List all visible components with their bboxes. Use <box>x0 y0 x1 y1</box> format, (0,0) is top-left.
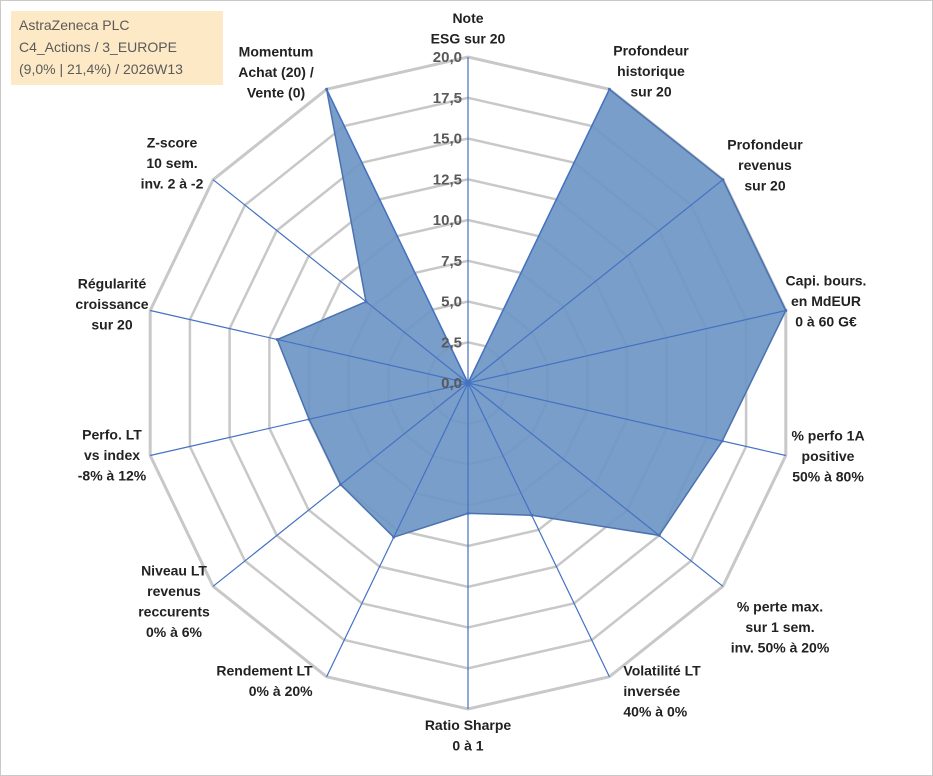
axis-spoke <box>212 382 469 587</box>
axis-label: Rendement LT 0% à 20% <box>216 663 313 700</box>
tick-label: 0,0 <box>441 375 462 392</box>
series-area <box>276 88 787 539</box>
radar-spokes <box>150 57 786 709</box>
axis-label-line: 0 à 60 G€ <box>795 314 857 330</box>
axis-label-line: sur 20 <box>744 178 785 194</box>
axis-label-line: 40% à 0% <box>623 704 687 720</box>
axis-label-line: inv. 50% à 20% <box>731 639 830 655</box>
radial-tick-labels: 0,0 2,5 5,0 7,5 10,0 12,5 15,0 17,5 20,0 <box>433 49 462 392</box>
axis-label: Profondeur revenus sur 20 <box>727 137 803 194</box>
axis-label: Perfo. LT vs index -8% à 12% <box>78 427 147 484</box>
axis-label-line: Achat (20) / <box>238 64 314 80</box>
axis-labels: Note ESG sur 20 Profondeur historique sur 20… <box>75 10 866 754</box>
axis-spoke <box>326 382 469 677</box>
axis-label: Momentum Achat (20) / Vente (0) <box>238 43 314 100</box>
tick-label: 20,0 <box>433 49 462 66</box>
axis-label-line: Profondeur <box>727 137 803 153</box>
info-period: (9,0% | 21,4%) / 2026W13 <box>19 61 183 77</box>
axis-label: Profondeur historique sur 20 <box>613 42 689 99</box>
info-category: C4_Actions / 3_EUROPE <box>19 39 177 55</box>
axis-label-line: % perfo 1A <box>791 428 864 444</box>
axis-spoke <box>467 89 610 384</box>
axis-label-line: sur 1 sem. <box>745 619 814 635</box>
axis-label-line: 0% à 20% <box>249 683 313 699</box>
axis-spoke <box>326 89 469 384</box>
axis-label: Niveau LT revenus reccurents 0% à 6% <box>138 562 210 640</box>
tick-label: 17,5 <box>433 90 462 107</box>
axis-label-line: Capi. bours. <box>786 273 867 289</box>
axis-label-line: Vente (0) <box>247 84 305 100</box>
axis-label: Note ESG sur 20 <box>431 10 506 47</box>
axis-label-line: Momentum <box>239 43 314 59</box>
axis-label-line: Note <box>452 10 483 26</box>
axis-spoke <box>150 309 469 384</box>
axis-label-line: Rendement LT <box>216 663 313 679</box>
axis-label-line: ESG sur 20 <box>431 31 506 47</box>
axis-label-line: historique <box>617 63 685 79</box>
axis-label-line: positive <box>802 448 855 464</box>
axis-label: Ratio Sharpe 0 à 1 <box>425 717 512 754</box>
tick-label: 15,0 <box>433 131 462 148</box>
axis-label: % perfo 1A positive 50% à 80% <box>791 428 864 485</box>
axis-label-line: Régularité <box>78 276 147 292</box>
axis-label-line: Volatilité LT <box>623 663 701 679</box>
axis-label-line: croissance <box>75 296 148 312</box>
axis-label-line: 0% à 6% <box>146 624 203 640</box>
axis-label-line: -8% à 12% <box>78 468 147 484</box>
axis-label-line: 0 à 1 <box>452 738 483 754</box>
axis-label-line: revenus <box>147 583 201 599</box>
axis-label-line: revenus <box>738 157 792 173</box>
axis-spoke <box>467 309 786 384</box>
axis-label-line: Niveau LT <box>141 562 207 578</box>
tick-label: 7,5 <box>441 253 462 270</box>
axis-label-line: Profondeur <box>613 42 689 58</box>
axis-label-line: en MdEUR <box>791 293 861 309</box>
axis-label-line: Z-score <box>147 135 198 151</box>
axis-label-line: 50% à 80% <box>792 469 864 485</box>
axis-label-line: inversée <box>623 683 680 699</box>
axis-label: Régularité croissance sur 20 <box>75 276 148 333</box>
axis-label-line: % perte max. <box>737 598 823 614</box>
axis-label: Volatilité LT inversée 40% à 0% <box>623 663 701 720</box>
tick-label: 5,0 <box>441 294 462 311</box>
info-company: AstraZeneca PLC <box>19 17 130 33</box>
axis-label: % perte max. sur 1 sem. inv. 50% à 20% <box>731 598 830 655</box>
axis-label-line: Ratio Sharpe <box>425 717 512 733</box>
axis-spoke <box>467 382 610 677</box>
tick-label: 12,5 <box>433 171 462 188</box>
axis-label-line: 10 sem. <box>146 155 197 171</box>
axis-spoke <box>467 382 724 587</box>
info-box: AstraZeneca PLC C4_Actions / 3_EUROPE (9… <box>11 11 223 85</box>
axis-spoke <box>467 382 786 457</box>
tick-label: 2,5 <box>441 334 462 351</box>
axis-label: Capi. bours. en MdEUR 0 à 60 G€ <box>786 273 867 330</box>
axis-label-line: inv. 2 à -2 <box>141 176 204 192</box>
axis-label-line: sur 20 <box>91 317 132 333</box>
axis-spoke <box>150 382 469 457</box>
tick-label: 10,0 <box>433 212 462 229</box>
axis-label-line: Perfo. LT <box>82 427 142 443</box>
axis-spoke <box>212 179 469 384</box>
radar-series <box>275 87 788 539</box>
axis-label-line: reccurents <box>138 603 210 619</box>
axis-label-line: sur 20 <box>630 83 671 99</box>
axis-label-line: vs index <box>84 447 140 463</box>
axis-spoke <box>467 179 724 384</box>
axis-label: Z-score 10 sem. inv. 2 à -2 <box>141 135 204 192</box>
